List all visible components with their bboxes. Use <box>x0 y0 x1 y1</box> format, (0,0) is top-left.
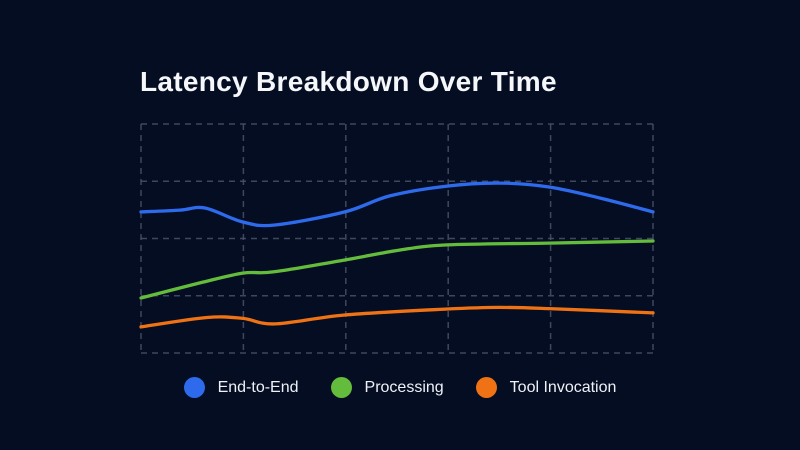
legend-label-tool-invocation: Tool Invocation <box>509 378 617 396</box>
legend-item-processing: Processing <box>330 377 444 398</box>
legend-item-end-to-end: End-to-End <box>183 377 299 398</box>
legend-label-processing: Processing <box>364 378 444 396</box>
chart-title: Latency Breakdown Over Time <box>140 66 557 97</box>
end-to-end-series-dot-icon <box>183 377 205 398</box>
latency-line-chart <box>139 123 655 354</box>
tool-invocation-series-dot-icon <box>475 377 497 398</box>
legend-item-tool-invocation: Tool Invocation <box>475 377 617 398</box>
chart-legend: End-to-End Processing Tool Invocation <box>0 377 800 398</box>
plot-area <box>139 123 655 354</box>
legend-label-end-to-end: End-to-End <box>217 378 299 396</box>
processing-series-dot-icon <box>330 377 352 398</box>
